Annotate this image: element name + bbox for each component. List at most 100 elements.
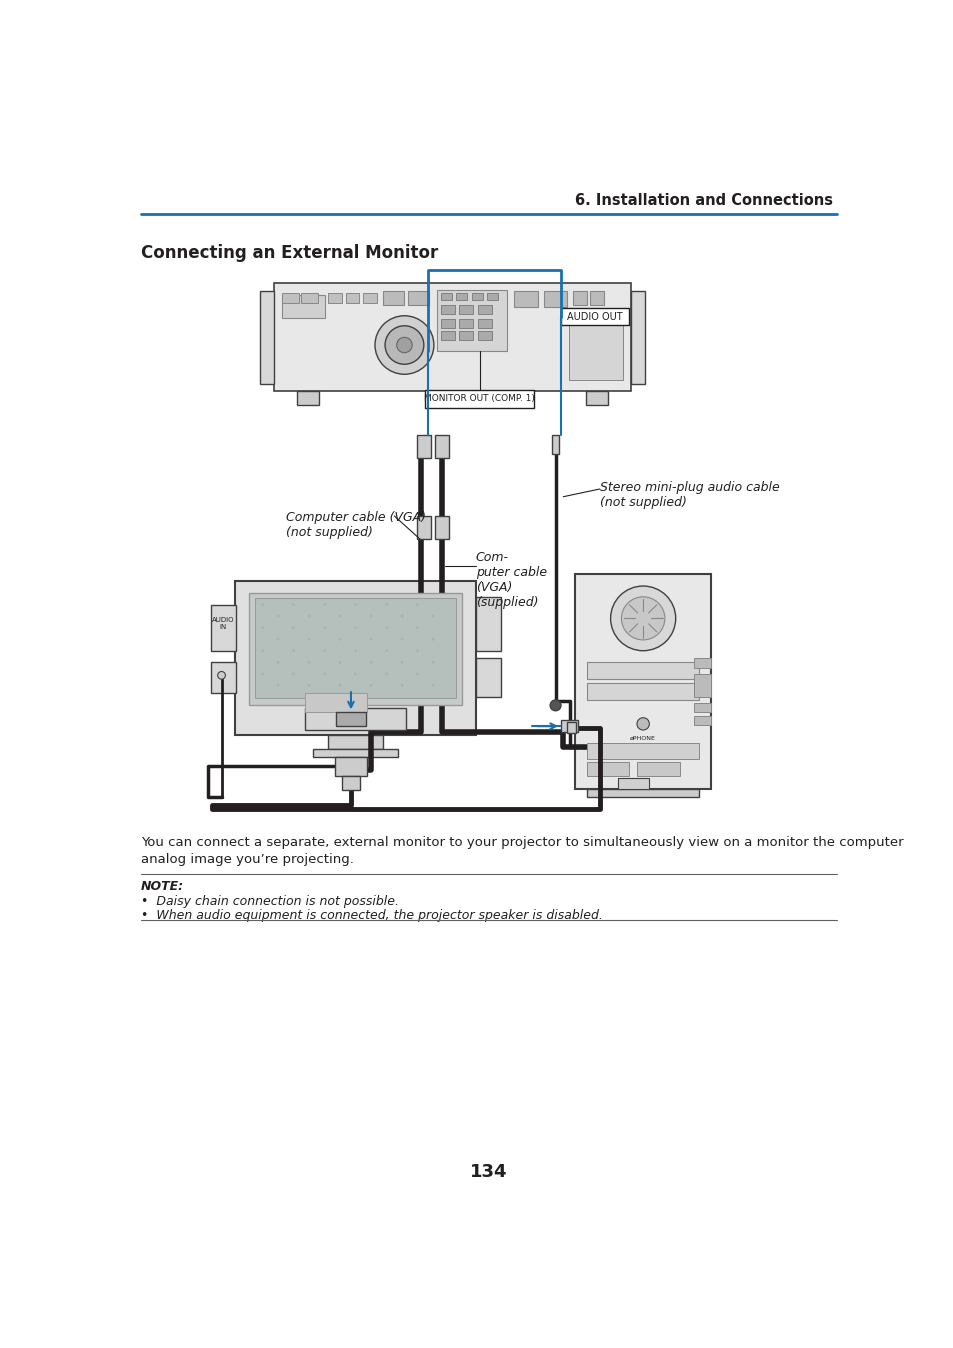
Circle shape [416,673,418,675]
Bar [487,293,497,301]
Bar [328,293,342,303]
Circle shape [293,604,294,605]
Circle shape [308,615,310,617]
Circle shape [400,685,403,686]
Text: AUDIO OUT: AUDIO OUT [567,311,622,322]
Bar [693,704,710,712]
Bar [313,749,397,758]
Bar [260,291,274,384]
Text: 6. Installation and Connections: 6. Installation and Connections [575,193,832,208]
Bar [301,293,318,303]
Text: Connecting an External Monitor: Connecting an External Monitor [141,244,437,262]
Circle shape [400,615,403,617]
Circle shape [355,650,356,652]
Bar [476,658,500,697]
Bar [590,291,604,305]
Text: Computer cable (VGA)
(not supplied): Computer cable (VGA) (not supplied) [286,511,425,539]
Bar [560,309,629,325]
Circle shape [432,685,434,686]
Bar [282,295,324,318]
Circle shape [370,685,372,686]
Bar [440,319,455,328]
Bar [440,305,455,314]
Circle shape [323,650,325,652]
Bar [543,291,567,306]
Text: Stereo mini-plug audio cable
(not supplied): Stereo mini-plug audio cable (not suppli… [599,481,779,510]
Circle shape [416,604,418,605]
Bar [362,293,376,303]
Circle shape [432,661,434,663]
Circle shape [400,661,403,663]
Circle shape [276,638,279,640]
Circle shape [276,661,279,663]
Circle shape [323,627,325,628]
Text: AUDIO
IN: AUDIO IN [212,617,234,631]
Circle shape [355,604,356,605]
Bar [630,291,644,384]
Text: MONITOR OUT (COMP. 1): MONITOR OUT (COMP. 1) [424,395,535,403]
Bar [425,390,534,408]
Bar [585,391,607,406]
Text: 134: 134 [470,1163,507,1181]
Bar [382,291,404,305]
Circle shape [610,586,675,651]
Bar [459,319,473,328]
Bar [416,435,431,458]
Bar [211,662,235,693]
Circle shape [217,671,225,679]
Circle shape [396,337,412,353]
Text: •  Daisy chain connection is not possible.: • Daisy chain connection is not possible… [141,895,398,907]
Bar [693,674,710,697]
Circle shape [355,627,356,628]
Bar [586,743,699,759]
Bar [637,763,679,776]
Bar [514,291,537,306]
Circle shape [261,627,264,628]
Circle shape [385,650,387,652]
Bar [472,293,482,301]
Bar [568,310,622,380]
Text: You can connect a separate, external monitor to your projector to simultaneously: You can connect a separate, external mon… [141,836,902,865]
Bar [335,712,365,727]
Bar [282,293,298,303]
Circle shape [370,661,372,663]
Circle shape [293,627,294,628]
Circle shape [400,638,403,640]
Circle shape [432,638,434,640]
Bar [211,604,235,651]
Bar [476,597,500,651]
Text: NOTE:: NOTE: [141,880,184,894]
Bar [586,662,699,679]
Bar [477,332,492,341]
Text: Com-
puter cable
(VGA)
(supplied): Com- puter cable (VGA) (supplied) [476,550,546,608]
Circle shape [261,604,264,605]
Bar [586,763,629,776]
Circle shape [293,650,294,652]
Circle shape [416,627,418,628]
Circle shape [385,673,387,675]
Bar [575,574,710,790]
Bar [297,391,319,406]
Bar [477,305,492,314]
Circle shape [293,673,294,675]
Circle shape [416,650,418,652]
Circle shape [550,700,560,710]
Bar [567,723,576,733]
Bar [435,516,449,539]
Circle shape [355,673,356,675]
Bar [235,581,476,736]
Circle shape [385,604,387,605]
Bar [551,435,558,454]
Bar [436,290,506,352]
Bar [477,319,492,328]
Circle shape [338,615,341,617]
Circle shape [385,326,423,364]
Bar [249,593,461,705]
Circle shape [620,597,664,640]
Bar [560,720,578,732]
Circle shape [308,638,310,640]
Circle shape [338,685,341,686]
Bar [586,683,699,700]
Circle shape [338,661,341,663]
Bar [586,790,699,797]
